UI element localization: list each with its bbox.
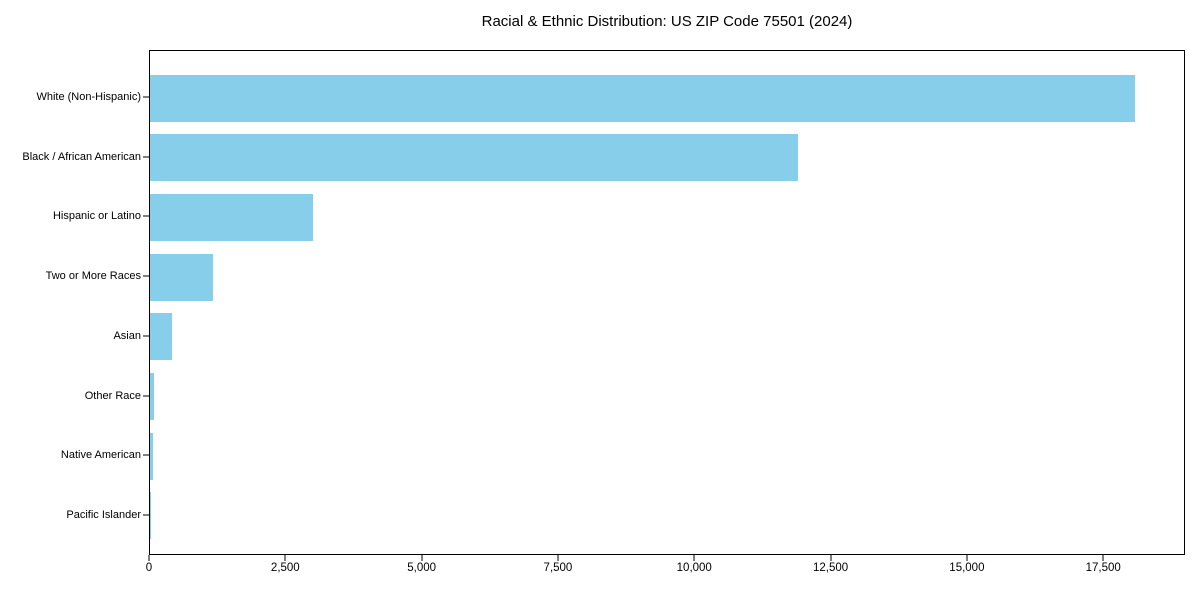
y-axis-label: Pacific Islander — [66, 508, 141, 521]
y-axis-tick — [143, 514, 149, 516]
chart-bar — [150, 253, 213, 301]
y-axis-label: Black / African American — [22, 150, 141, 163]
y-axis-tick — [143, 215, 149, 217]
x-axis-label: 2,500 — [270, 562, 300, 574]
y-axis-tick — [143, 96, 149, 98]
y-axis-tick — [143, 335, 149, 337]
x-axis-label: 15,000 — [949, 562, 985, 574]
x-axis-label: 7,500 — [543, 562, 573, 574]
x-axis-label: 12,500 — [812, 562, 849, 574]
chart-bar — [150, 74, 1136, 122]
y-axis-label: Two or More Races — [45, 270, 141, 283]
chart-bar — [150, 193, 314, 241]
x-axis-label: 5,000 — [407, 562, 437, 574]
y-axis-label: Asian — [113, 329, 141, 342]
x-axis-tick — [284, 555, 286, 561]
chart-bar — [150, 313, 172, 361]
x-axis-label: 10,000 — [676, 562, 712, 574]
x-axis-tick — [421, 555, 423, 561]
x-axis-tick — [966, 555, 968, 561]
x-axis-tick — [830, 555, 832, 561]
x-axis-tick — [148, 555, 150, 561]
y-axis-tick — [143, 454, 149, 456]
x-axis-label: 0 — [145, 562, 153, 574]
chart-bar — [150, 373, 154, 420]
chart-bar — [150, 134, 798, 182]
chart-bar — [150, 432, 154, 480]
x-axis-tick — [557, 555, 559, 561]
y-axis-label: Other Race — [84, 389, 141, 402]
y-axis-label: Hispanic or Latino — [52, 210, 141, 223]
x-axis-tick — [1102, 555, 1104, 561]
y-axis-label: White (Non-Hispanic) — [36, 91, 141, 103]
chart-bar — [150, 492, 151, 540]
y-axis-tick — [143, 275, 149, 277]
x-axis-tick — [693, 555, 695, 561]
y-axis-label: Native American — [60, 449, 141, 462]
y-axis-tick — [143, 395, 149, 396]
y-axis-tick — [143, 156, 149, 158]
x-axis-label: 17,500 — [1085, 562, 1121, 574]
chart-title: Racial & Ethnic Distribution: US ZIP Cod… — [481, 13, 853, 30]
plot-area — [149, 50, 1185, 555]
